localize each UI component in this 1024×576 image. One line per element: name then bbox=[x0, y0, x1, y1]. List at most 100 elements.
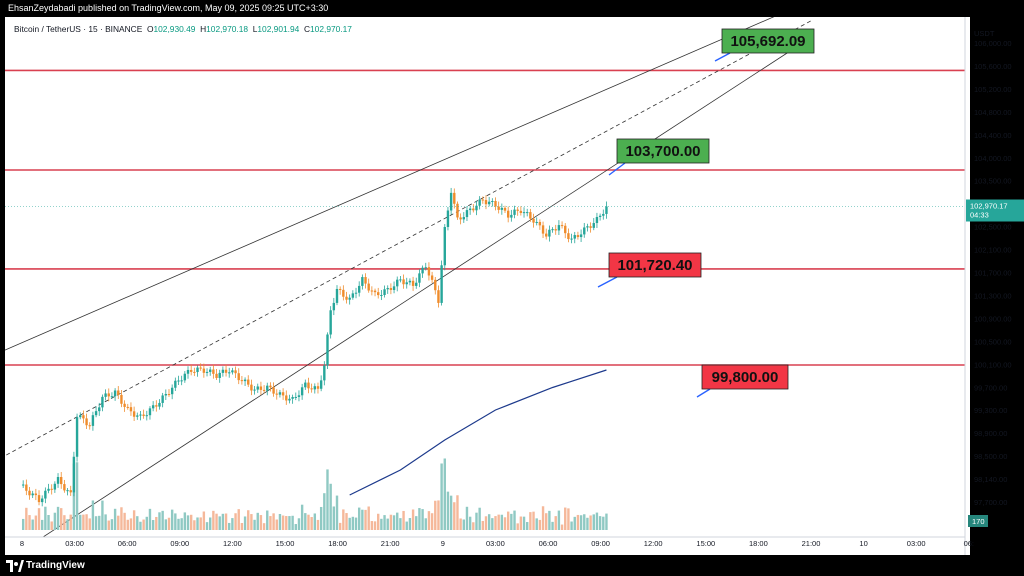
volume-bar bbox=[557, 510, 561, 530]
candle-body bbox=[234, 370, 237, 374]
candle-body bbox=[40, 498, 44, 503]
price-tick-label: 98,500.00 bbox=[974, 452, 1007, 461]
time-axis[interactable]: 8 03:00 06:00 09:00 12:00 15:00 18:00 21:00 9 03:… bbox=[20, 539, 974, 548]
volume-bar bbox=[465, 506, 469, 530]
volume-bar bbox=[218, 516, 221, 530]
candle-body bbox=[351, 293, 355, 298]
candle-body bbox=[47, 488, 50, 491]
candle-body bbox=[522, 212, 526, 214]
time-tick-label: 15:00 bbox=[276, 539, 295, 548]
volume-bar bbox=[256, 512, 259, 530]
volume-bar bbox=[221, 513, 225, 530]
volume-bar bbox=[304, 513, 307, 530]
volume-bar bbox=[383, 515, 386, 530]
candle-body bbox=[487, 201, 491, 205]
candle-body bbox=[367, 283, 370, 291]
volume-bar bbox=[297, 518, 301, 530]
candle-body bbox=[573, 235, 576, 239]
volume-bar bbox=[155, 516, 158, 530]
candle-body bbox=[408, 280, 412, 283]
footer-bar: TradingView bbox=[0, 556, 1024, 576]
high-label: H bbox=[200, 24, 207, 34]
plot-area[interactable] bbox=[0, 0, 965, 576]
volume-bar bbox=[53, 512, 57, 530]
candle-body bbox=[529, 212, 532, 219]
volume-bar bbox=[25, 507, 28, 530]
volume-bar bbox=[576, 514, 580, 530]
candle-body bbox=[402, 279, 405, 285]
level-label-box bbox=[616, 138, 710, 164]
volume-bar bbox=[34, 515, 38, 530]
candle-body bbox=[34, 493, 38, 496]
time-tick-label: 03:00 bbox=[907, 539, 926, 548]
candle-body bbox=[497, 206, 500, 210]
candle-body bbox=[139, 414, 142, 416]
candle-body bbox=[79, 415, 82, 418]
level-labels: 105,692.09 103,700.00 101,720.40 99,800.00 bbox=[597, 28, 815, 398]
volume-bar bbox=[50, 521, 53, 530]
candle-body bbox=[319, 380, 323, 389]
price-tick-label: 105,600.00 bbox=[974, 62, 1012, 71]
candle-body bbox=[180, 380, 183, 382]
volume-bar bbox=[564, 507, 567, 530]
volume-bar bbox=[589, 515, 592, 530]
candle-body bbox=[174, 380, 177, 388]
candle-body bbox=[53, 483, 57, 490]
candle-body bbox=[583, 227, 586, 235]
candle-body bbox=[535, 221, 538, 223]
volume-bar bbox=[275, 519, 278, 530]
volume-bar bbox=[538, 519, 542, 530]
candle-body bbox=[167, 394, 171, 396]
candle-body bbox=[253, 389, 256, 391]
volume-bar bbox=[75, 462, 79, 530]
volume-bar bbox=[459, 518, 462, 530]
candle-body bbox=[484, 200, 488, 205]
volume-bar bbox=[370, 521, 374, 530]
channel-lower-line bbox=[42, 36, 813, 537]
candle-body bbox=[396, 279, 399, 287]
volume-bar bbox=[88, 518, 91, 530]
volume-bar bbox=[338, 522, 342, 530]
volume-bar bbox=[453, 502, 456, 530]
candle-body bbox=[294, 396, 297, 398]
volume-bar bbox=[310, 517, 313, 530]
candle-body bbox=[500, 207, 504, 210]
volume-bar bbox=[129, 518, 133, 530]
price-axis[interactable]: 106,000.00 105,600.00 105,200.00 104,800.00… bbox=[974, 39, 1012, 507]
volume-bar bbox=[491, 518, 494, 530]
volume-bar bbox=[250, 514, 253, 530]
volume-bar bbox=[475, 512, 478, 530]
candle-body bbox=[212, 369, 215, 374]
volume-bar bbox=[548, 510, 551, 530]
candle-body bbox=[266, 385, 269, 391]
volume-bar bbox=[396, 512, 399, 530]
candle-body bbox=[297, 395, 301, 397]
current-price-text: 102,970.17 bbox=[970, 202, 1008, 211]
candle-body bbox=[183, 373, 187, 381]
volume-bar bbox=[506, 511, 510, 530]
volume-bar bbox=[288, 516, 291, 530]
candle-body bbox=[475, 205, 478, 211]
volume-bar bbox=[415, 516, 418, 530]
volume-bar bbox=[164, 519, 168, 530]
candle-body bbox=[345, 296, 348, 300]
volume-bar bbox=[37, 508, 41, 530]
volume-bar bbox=[28, 515, 31, 530]
volume-bar bbox=[69, 514, 72, 530]
volume-bar bbox=[560, 524, 564, 530]
candle-body bbox=[491, 200, 494, 202]
volume-bar bbox=[573, 516, 576, 530]
candle-body bbox=[589, 226, 592, 228]
candle-body bbox=[506, 210, 510, 218]
candle-body bbox=[132, 411, 136, 417]
volume-bar bbox=[605, 513, 608, 530]
price-tick-label: 104,000.00 bbox=[974, 154, 1012, 163]
time-tick-label: 03:00 bbox=[486, 539, 505, 548]
volume-bar bbox=[472, 522, 475, 530]
candle-body bbox=[323, 365, 326, 381]
volume-bar bbox=[266, 510, 269, 530]
volume-bar bbox=[237, 509, 240, 530]
volume-bar bbox=[449, 495, 453, 530]
volume-bar bbox=[120, 507, 123, 530]
